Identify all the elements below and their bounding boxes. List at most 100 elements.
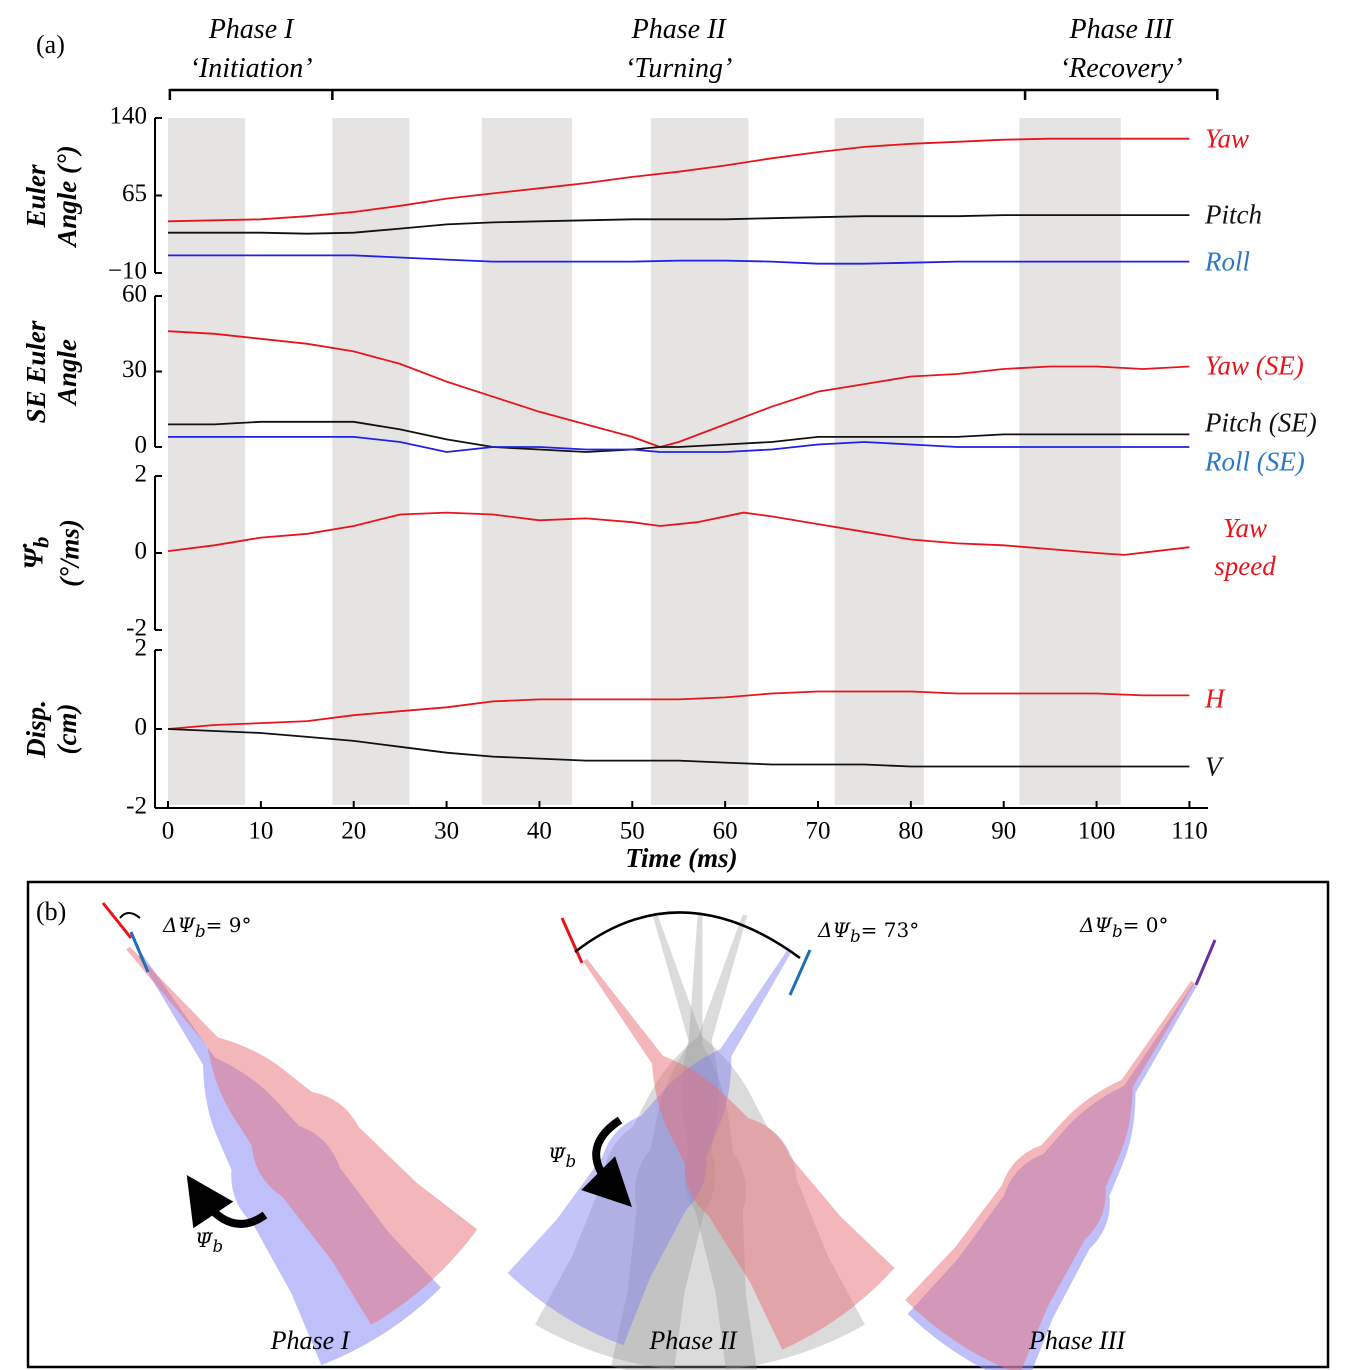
y-tick-label: 2 — [135, 635, 148, 662]
y-axis-label-line: (cm) — [52, 703, 82, 755]
y-axis-label-line: Ψ̇b — [18, 519, 54, 587]
x-tick-label: 70 — [806, 818, 831, 845]
y-axis-label-line: SE Euler — [20, 320, 51, 423]
y-tick-label: 0 — [135, 538, 148, 565]
x-tick-label: 30 — [434, 818, 459, 845]
y-tick-label: 0 — [135, 714, 148, 741]
series-line — [168, 254, 1190, 265]
shaded-span — [1019, 118, 1121, 805]
angle-annotation: ΔΨb= 73° — [818, 918, 919, 946]
y-axis-label-line: Euler — [20, 163, 51, 228]
y-axis-label-subscript: b — [28, 536, 54, 548]
shaded-spans — [168, 118, 1121, 805]
y-axis-label-line: Angle (°) — [52, 144, 82, 247]
x-axis-label: Time (ms) — [625, 843, 738, 873]
angle-subscript: b — [1111, 922, 1123, 941]
y-tick-label: −10 — [108, 258, 147, 285]
rate-symbol: Ψ̇ — [195, 1228, 213, 1252]
angle-annotation: ΔΨb= 0° — [1080, 913, 1169, 941]
y-axis-label-line: (°/ms) — [54, 519, 85, 587]
rate-annotation: Ψ̇b — [548, 1143, 576, 1171]
y-tick-label: 140 — [110, 103, 148, 130]
series-label: H — [1205, 683, 1225, 714]
series-line — [167, 137, 1190, 223]
angle-subscript: b — [194, 922, 206, 941]
series-label: Pitch (SE) — [1205, 407, 1317, 438]
phase-name: Phase I — [208, 14, 294, 45]
y-tick-label: -2 — [126, 615, 147, 642]
x-tick-label: 0 — [162, 818, 175, 845]
x-tick-label: 90 — [991, 818, 1016, 845]
shaded-span — [332, 118, 410, 805]
rate-annotation: Ψ̇b — [195, 1228, 223, 1256]
phase-name: Phase III — [1069, 14, 1173, 45]
series-line — [168, 436, 1190, 453]
series-label: Yaw — [1205, 123, 1250, 154]
phase-label: ‘Turning’ — [625, 53, 733, 84]
rate-symbol: Ψ̇ — [548, 1143, 566, 1167]
phase-title: Phase II ‘Turning’ — [625, 10, 732, 88]
x-tick-label: 80 — [898, 818, 923, 845]
phase-name: Phase II — [631, 14, 726, 45]
angle-value: = 73° — [860, 918, 920, 942]
x-tick-label: 40 — [527, 818, 552, 845]
angle-symbol: ΔΨ — [1080, 913, 1112, 937]
series-line — [168, 420, 1190, 453]
shaded-span — [481, 118, 572, 805]
series-line — [168, 214, 1190, 235]
y-axis-label: Ψ̇b (°/ms) — [18, 519, 85, 587]
x-tick-label: 20 — [341, 818, 366, 845]
series-line — [167, 330, 1190, 448]
angle-symbol: ΔΨ — [163, 913, 195, 937]
x-tick-label: 10 — [248, 818, 273, 845]
rate-subscript: b — [565, 1152, 577, 1171]
series-label: Roll (SE) — [1205, 446, 1305, 477]
angle-symbol: ΔΨ — [818, 918, 850, 942]
x-tick-label: 110 — [1171, 818, 1208, 845]
view-caption: Phase II — [649, 1326, 737, 1355]
y-axis-label-symbol: Ψ̇ — [18, 547, 49, 570]
series-label: Roll — [1205, 246, 1250, 277]
series-line — [167, 690, 1190, 730]
view-caption: Phase I — [270, 1326, 350, 1355]
phase-title: Phase I ‘Initiation’ — [190, 10, 313, 88]
angle-subscript: b — [849, 927, 861, 946]
series-label: Yaw (SE) — [1205, 350, 1304, 381]
y-axis-label-line: Angle — [52, 338, 82, 405]
y-tick-label: 60 — [122, 281, 147, 308]
y-tick-label: 30 — [122, 356, 147, 383]
phase-3-illustration — [901, 939, 1254, 1370]
series-label: Pitch — [1205, 199, 1262, 230]
series-line — [167, 728, 1190, 768]
series-label: Yaw speed — [1214, 513, 1276, 582]
x-tick-label: 50 — [620, 818, 645, 845]
y-tick-label: 0 — [135, 432, 148, 459]
y-axis-label: Euler Angle (°) — [21, 145, 83, 247]
phase-label: ‘Initiation’ — [189, 53, 313, 84]
x-tick-label: 100 — [1078, 818, 1116, 845]
series-label: V — [1205, 750, 1222, 781]
shaded-span — [834, 118, 924, 805]
rate-subscript: b — [212, 1237, 224, 1256]
angle-value: = 9° — [205, 913, 252, 937]
shaded-span — [650, 118, 749, 805]
view-caption: Phase III — [1028, 1326, 1126, 1355]
y-axis-label-line: Disp. — [20, 700, 51, 758]
angle-value: = 0° — [1122, 913, 1169, 937]
phase-title: Phase III ‘Recovery’ — [1060, 10, 1183, 88]
phase-2-illustration — [503, 892, 899, 1370]
y-tick-label: 65 — [122, 180, 147, 207]
y-axis-label: Disp. (cm) — [21, 700, 83, 758]
series-line — [167, 511, 1190, 556]
panel-label: (a) — [36, 30, 65, 59]
y-axis-label: SE Euler Angle — [21, 320, 83, 423]
phase-label: ‘Recovery’ — [1059, 53, 1183, 84]
y-tick-label: -2 — [126, 793, 147, 820]
y-tick-label: 2 — [135, 461, 148, 488]
x-tick-label: 60 — [713, 818, 738, 845]
phase-1-illustration — [75, 900, 483, 1370]
angle-annotation: ΔΨb= 9° — [163, 913, 252, 941]
panel-label: (b) — [36, 897, 67, 926]
